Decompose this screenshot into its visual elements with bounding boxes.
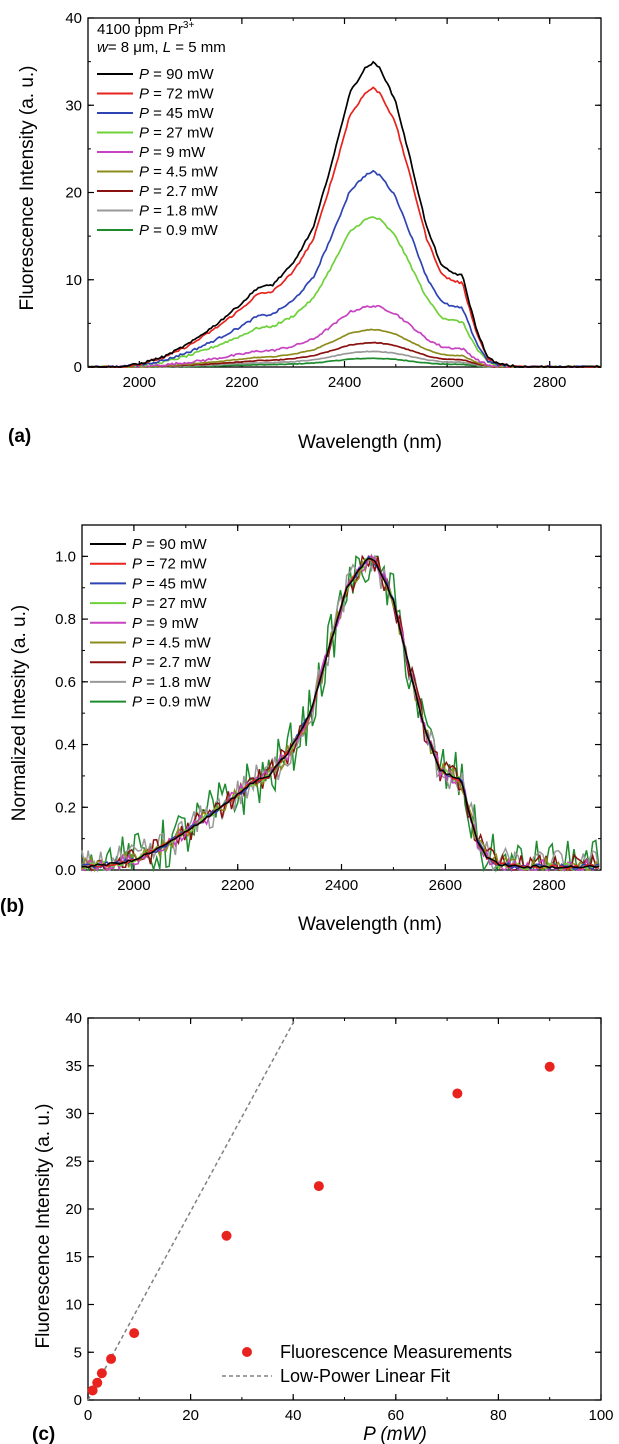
legend-label: P = 1.8 mW (139, 203, 219, 220)
legend-label: P = 45 mW (132, 575, 207, 592)
data-point (92, 1377, 103, 1388)
y-tick-label: 0.2 (55, 799, 76, 816)
legend-label: Low-Power Linear Fit (280, 1366, 450, 1386)
y-tick-label: 0 (74, 359, 82, 376)
y-tick-label: 35 (65, 1058, 82, 1075)
x-tick-label: 2000 (123, 374, 156, 391)
y-tick-label: 30 (65, 97, 82, 114)
x-tick-label: 2000 (117, 877, 150, 894)
chart-panel-b: 2000 2200 2400 2600 2800 0.0 0.2 0.4 0.6 0.8 1.0 P… (0, 524, 602, 935)
y-tick-label: 1.0 (55, 548, 76, 565)
legend-label: P = 4.5 mW (132, 635, 212, 652)
chart-panel-c: 0 20 40 60 80 100 0 5 10 15 20 25 30 35 40 Fluorescenc… (32, 1010, 614, 1444)
y-axis-label: Fluorescence Intensity (a. u.) (17, 66, 38, 311)
series-line (88, 216, 602, 368)
x-tick-label: 2400 (325, 877, 358, 894)
x-tick-label: 2200 (225, 374, 258, 391)
panel-label-a: (a) (8, 426, 31, 447)
legend-label: P = 0.9 mW (139, 222, 219, 239)
legend-label: P = 2.7 mW (132, 654, 212, 671)
x-tick-label: 2400 (328, 374, 361, 391)
legend-label: P = 72 mW (132, 556, 207, 573)
x-axis-label: Wavelength (nm) (298, 914, 442, 935)
legend-label: P = 4.5 mW (139, 164, 219, 181)
x-tick-label: 2600 (430, 374, 463, 391)
data-point (221, 1230, 232, 1241)
y-tick-label: 15 (65, 1249, 82, 1266)
data-point (96, 1368, 107, 1379)
y-tick-label: 0 (74, 1392, 82, 1409)
x-tick-label: 2800 (533, 374, 566, 391)
legend-label: P = 9 mW (132, 615, 199, 632)
x-tick-label: 2800 (532, 877, 565, 894)
legend-label: P = 2.7 mW (139, 183, 219, 200)
y-tick-label: 40 (65, 10, 82, 27)
y-tick-label: 10 (65, 1297, 82, 1314)
panel-label-b: (b) (0, 896, 24, 917)
legend-label: P = 0.9 mW (132, 694, 212, 711)
y-tick-label: 20 (65, 185, 82, 202)
legend-label: P = 9 mW (139, 144, 206, 161)
y-axis-label: Fluorescence Intensity (a. u.) (33, 1104, 54, 1349)
series-line (87, 169, 602, 368)
y-tick-label: 40 (65, 1010, 82, 1027)
x-tick-label: 2600 (429, 877, 462, 894)
series-line (81, 554, 600, 873)
legend-label: P = 27 mW (132, 595, 207, 612)
data-point (313, 1181, 324, 1192)
y-axis-label: Normalized Intesity (a. u.) (9, 605, 30, 821)
series-line (87, 60, 601, 368)
annotation-geometry: w= 8 μm, L = 5 mm (97, 39, 226, 56)
x-tick-label: 0 (84, 1407, 92, 1424)
legend-label: P = 1.8 mW (132, 674, 212, 691)
x-tick-label: 20 (182, 1407, 199, 1424)
series-line (81, 555, 600, 873)
y-tick-label: 0.4 (55, 737, 76, 754)
x-tick-label: 40 (285, 1407, 302, 1424)
legend-label: P = 90 mW (139, 66, 214, 83)
data-point (87, 1385, 98, 1396)
x-tick-label: 80 (490, 1407, 507, 1424)
series-line (81, 557, 600, 869)
x-tick-label: 2200 (221, 877, 254, 894)
y-tick-label: 0.0 (55, 862, 76, 879)
legend-label: Fluorescence Measurements (280, 1342, 512, 1362)
panel-label-c: (c) (32, 1424, 55, 1444)
legend-swatch (242, 1347, 252, 1357)
x-axis-label: P (mW) (363, 1424, 427, 1444)
y-tick-label: 20 (65, 1201, 82, 1218)
data-point (106, 1353, 117, 1364)
x-axis-label: Wavelength (nm) (298, 432, 442, 453)
data-point (452, 1088, 463, 1099)
legend-label: P = 72 mW (139, 86, 214, 103)
data-point (129, 1328, 140, 1339)
x-tick-label: 100 (588, 1407, 613, 1424)
legend-label: P = 27 mW (139, 125, 214, 142)
y-tick-label: 10 (65, 272, 82, 289)
legend-label: P = 45 mW (139, 105, 214, 122)
y-tick-label: 0.8 (55, 611, 76, 628)
annotation-dopant: 4100 ppm Pr3+ (97, 20, 194, 38)
y-tick-label: 5 (74, 1344, 82, 1361)
data-point (544, 1061, 555, 1072)
y-tick-label: 30 (65, 1106, 82, 1123)
y-tick-label: 25 (65, 1153, 82, 1170)
x-tick-label: 60 (387, 1407, 404, 1424)
legend-label: P = 90 mW (132, 536, 207, 553)
chart-panel-a: 2000 2200 2400 2600 2800 0 10 20 30 40 P = 90 mW P… (8, 10, 602, 453)
fit-line (87, 1017, 297, 1401)
y-tick-label: 0.6 (55, 674, 76, 691)
